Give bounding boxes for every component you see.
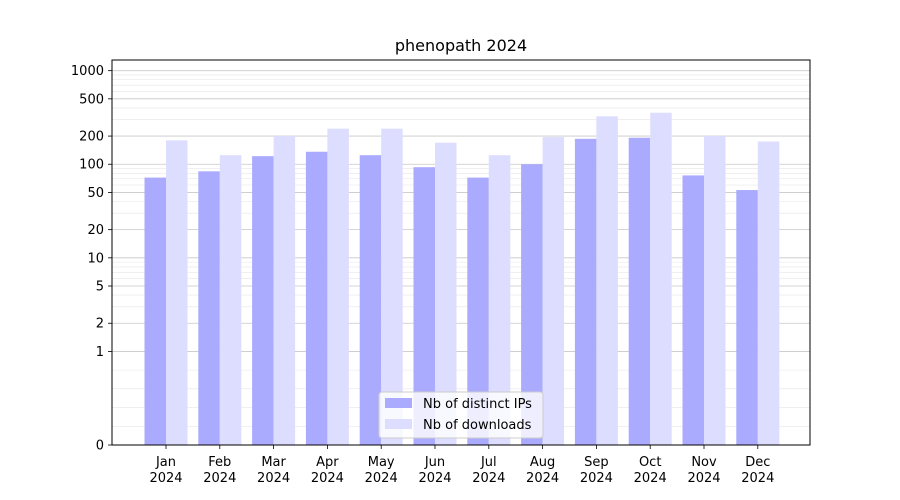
bar-distinct-ips — [574, 138, 597, 445]
legend-swatch-downloads — [385, 419, 412, 429]
legend-label-distinct-ips: Nb of distinct IPs — [423, 397, 532, 412]
chart-title: phenopath 2024 — [395, 36, 527, 55]
legend-swatch-distinct-ips — [385, 398, 412, 408]
bar-distinct-ips — [305, 151, 328, 445]
y-tick-label: 200 — [79, 130, 104, 145]
y-tick-label: 2 — [96, 317, 104, 332]
y-tick-label: 0 — [96, 439, 104, 454]
y-tick-label: 1 — [96, 345, 104, 360]
bar-downloads — [327, 128, 349, 445]
y-tick-label: 10 — [87, 251, 104, 266]
y-tick-label: 20 — [87, 223, 104, 238]
legend: Nb of distinct IPs Nb of downloads — [378, 391, 544, 439]
bar-distinct-ips — [521, 164, 543, 445]
bar-downloads — [596, 116, 618, 445]
y-tick-label: 1000 — [71, 64, 104, 79]
bar-distinct-ips — [144, 177, 166, 446]
bar-downloads — [650, 112, 672, 445]
bar-downloads — [273, 136, 296, 446]
x-tick-label: May — [368, 455, 395, 470]
bar-downloads — [219, 155, 242, 445]
bar-downloads — [166, 140, 188, 445]
x-tick-label: 2024 — [149, 471, 182, 486]
plot-frame — [111, 59, 811, 446]
x-tick-label: 2024 — [580, 471, 613, 486]
x-tick-label: 2024 — [472, 471, 505, 486]
x-tick-label: 2024 — [257, 471, 290, 486]
bar-distinct-ips — [413, 167, 435, 446]
y-tick-label: 100 — [79, 158, 104, 173]
x-tick-label: 2024 — [526, 471, 559, 486]
bars — [144, 112, 780, 446]
x-tick-label: Jan — [155, 455, 176, 470]
x-tick-label: 2024 — [418, 471, 451, 486]
x-tick-label: 2024 — [741, 471, 774, 486]
x-tick-label: 2024 — [311, 471, 344, 486]
bar-downloads — [381, 128, 403, 445]
x-tick-label: Sep — [584, 455, 609, 470]
x-tick-label: Aug — [530, 455, 555, 470]
x-tick-label: Dec — [745, 455, 770, 470]
x-tick-label: Mar — [261, 455, 286, 470]
bar-distinct-ips — [467, 177, 489, 446]
y-tick-label: 5 — [96, 280, 104, 295]
x-tick-label: Feb — [208, 455, 231, 470]
legend-frame — [378, 391, 544, 439]
x-tick-label: 2024 — [687, 471, 720, 486]
x-tick-label: Jul — [480, 455, 497, 470]
x-tick-label: 2024 — [203, 471, 236, 486]
bar-distinct-ips — [198, 171, 220, 445]
bar-distinct-ips — [628, 137, 651, 445]
y-tick-label: 500 — [79, 92, 104, 107]
bar-distinct-ips — [252, 156, 274, 445]
x-tick-label: Nov — [691, 455, 717, 470]
x-tick-label: 2024 — [634, 471, 667, 486]
bar-distinct-ips — [682, 175, 704, 445]
legend-label-downloads: Nb of downloads — [423, 418, 532, 433]
x-tick-label: Jun — [424, 455, 445, 470]
bar-downloads — [435, 142, 457, 445]
x-tick-label: Apr — [316, 455, 339, 470]
bar-downloads — [704, 136, 726, 446]
bar-downloads — [757, 141, 780, 445]
x-tick-label: 2024 — [365, 471, 398, 486]
bar-downloads — [542, 137, 565, 445]
y-tick-label: 50 — [87, 186, 104, 201]
bar-distinct-ips — [736, 190, 758, 445]
bar-downloads — [488, 155, 511, 445]
bar-distinct-ips — [359, 155, 382, 445]
axes: 01251020501002005001000Jan2024Feb2024Mar… — [71, 59, 811, 486]
x-tick-label: Oct — [639, 455, 661, 470]
